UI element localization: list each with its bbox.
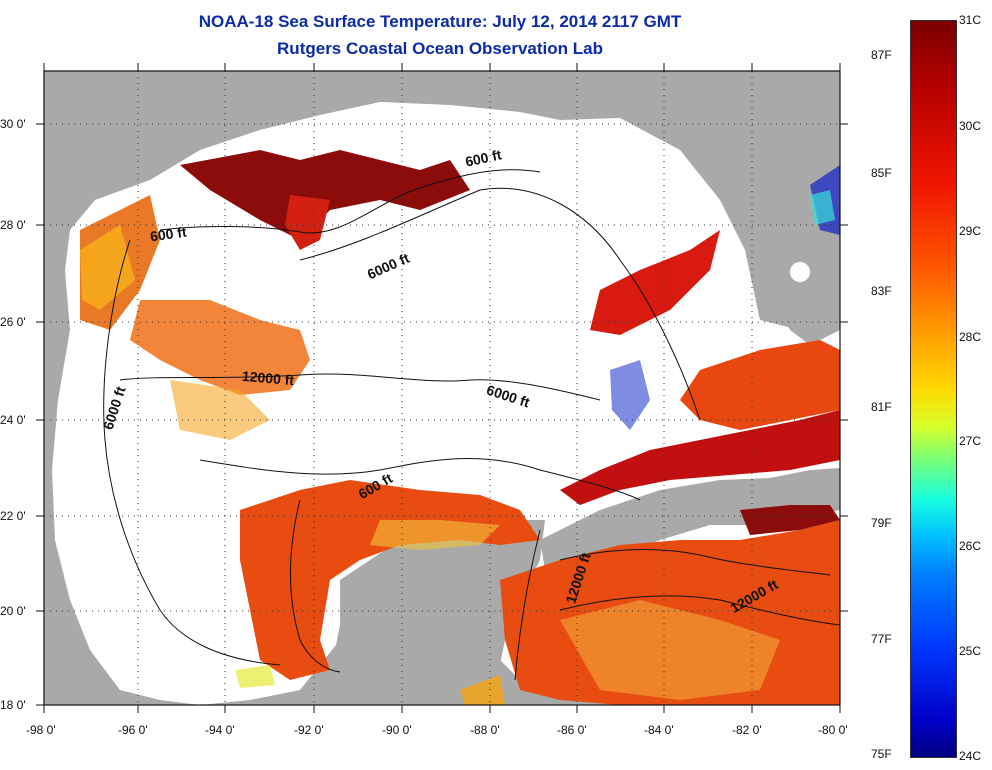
map-frame bbox=[43, 70, 841, 706]
lat-label: 22 0' bbox=[0, 509, 26, 523]
lat-label: 26 0' bbox=[0, 315, 26, 329]
sst-data-layer bbox=[80, 150, 840, 705]
colorbar-f-label: 79F bbox=[871, 516, 892, 530]
yucatan-land bbox=[335, 520, 545, 705]
lon-label: -82 0' bbox=[732, 723, 762, 737]
colorbar-f-label: 77F bbox=[871, 632, 892, 646]
colorbar-c-label: 27C bbox=[959, 434, 982, 448]
lon-label: -90 0' bbox=[382, 723, 412, 737]
lon-label: -92 0' bbox=[294, 723, 324, 737]
temperature-colorbar bbox=[910, 20, 957, 758]
lat-label: 24 0' bbox=[0, 413, 26, 427]
lat-lon-grid bbox=[44, 71, 840, 705]
lon-label: -94 0' bbox=[205, 723, 235, 737]
colorbar-c-label: 25C bbox=[959, 644, 982, 658]
lat-label: 18 0' bbox=[0, 698, 26, 712]
lon-label: -86 0' bbox=[557, 723, 587, 737]
lat-label: 30 0' bbox=[0, 117, 26, 131]
colorbar-c-label: 28C bbox=[959, 330, 982, 344]
colorbar-c-label: 24C bbox=[959, 749, 982, 763]
lon-label: -84 0' bbox=[644, 723, 674, 737]
florida-land bbox=[640, 71, 840, 345]
colorbar-c-label: 26C bbox=[959, 539, 982, 553]
map-subtitle: Rutgers Coastal Ocean Observation Lab bbox=[277, 39, 603, 58]
map-title: NOAA-18 Sea Surface Temperature: July 12… bbox=[198, 12, 682, 31]
lon-label: -96 0' bbox=[118, 723, 148, 737]
colorbar-c-label: 31C bbox=[959, 13, 982, 27]
lon-label: -88 0' bbox=[470, 723, 500, 737]
colorbar-f-label: 83F bbox=[871, 284, 892, 298]
colorbar-c-label: 29C bbox=[959, 224, 982, 238]
colorbar-f-label: 75F bbox=[871, 747, 892, 761]
colorbar-c-label: 30C bbox=[959, 119, 982, 133]
axis-ticks bbox=[36, 63, 848, 713]
lat-label: 20 0' bbox=[0, 604, 26, 618]
bathymetry-contours bbox=[103, 169, 840, 681]
colorbar-f-label: 81F bbox=[871, 400, 892, 414]
colorbar-f-label: 87F bbox=[871, 48, 892, 62]
lon-label: -80 0' bbox=[818, 723, 848, 737]
lon-label: -98 0' bbox=[26, 723, 56, 737]
lat-label: 28 0' bbox=[0, 218, 26, 232]
colorbar-f-label: 85F bbox=[871, 166, 892, 180]
